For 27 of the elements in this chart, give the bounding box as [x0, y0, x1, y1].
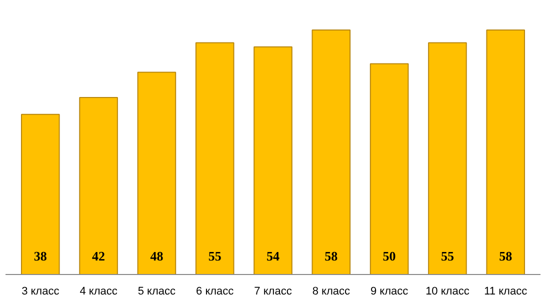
bar — [20, 114, 60, 274]
bar — [254, 46, 292, 274]
data-label: 48 — [150, 248, 164, 264]
data-label: 55 — [208, 248, 222, 264]
x-tick-label: 4 класс — [80, 286, 118, 298]
data-label: 38 — [34, 248, 48, 264]
data-label: 50 — [382, 248, 396, 264]
data-label: 42 — [92, 248, 106, 264]
data-label: 55 — [440, 248, 454, 264]
data-label: 58 — [499, 248, 513, 264]
bar — [486, 30, 526, 274]
bar — [137, 72, 176, 274]
bar — [370, 63, 409, 274]
data-label: 58 — [324, 248, 338, 264]
x-tick-label: 6 класс — [196, 286, 234, 298]
bar — [428, 42, 467, 274]
x-tick-label: 3 класс — [22, 286, 60, 298]
data-label: 54 — [266, 248, 280, 264]
bar — [195, 42, 234, 274]
x-tick-label: 5 класс — [138, 286, 176, 298]
bar — [312, 30, 351, 274]
x-tick-label: 7 класс — [254, 286, 292, 298]
x-tick-label: 9 класс — [370, 286, 409, 298]
x-tick-label: 10 класс — [426, 286, 470, 298]
x-tick-label: 8 класс — [312, 286, 350, 298]
bar — [79, 96, 118, 274]
x-tick-label: 11 класс — [484, 286, 528, 298]
